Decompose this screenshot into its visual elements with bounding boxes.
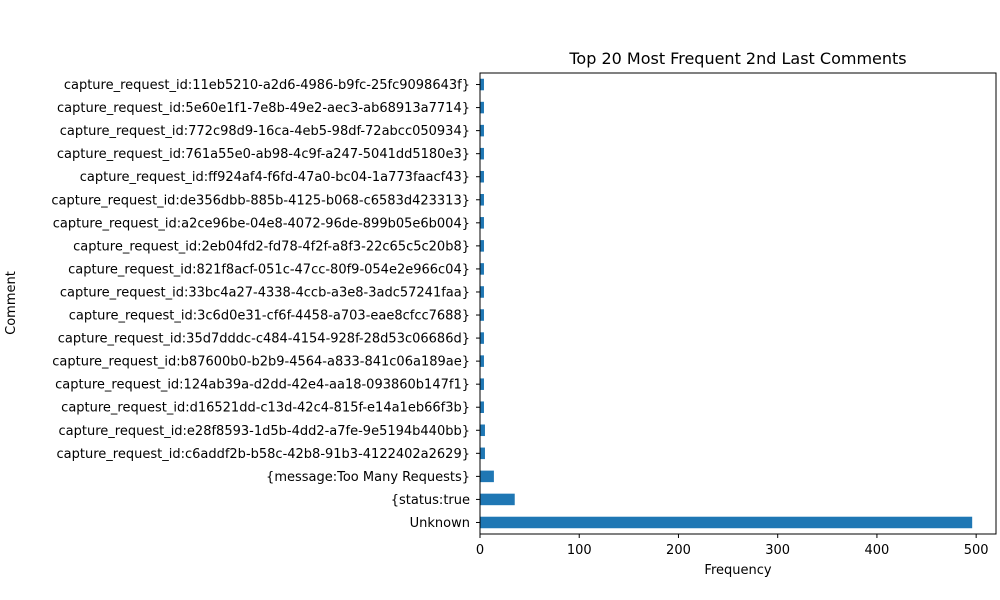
- y-tick-label: capture_request_id:35d7dddc-c484-4154-92…: [58, 332, 470, 347]
- x-tick-label: 100: [567, 543, 592, 558]
- bar: [480, 424, 485, 437]
- x-tick-label: 200: [666, 543, 691, 558]
- y-tick-label: {message:Too Many Requests}: [266, 470, 470, 485]
- bar: [480, 240, 484, 252]
- bar: [480, 217, 484, 229]
- bar: [480, 470, 494, 483]
- bar: [480, 147, 484, 160]
- x-tick-group: 0 100 200 300 400 500: [476, 534, 989, 558]
- x-tick-label: 400: [865, 543, 890, 558]
- bar: [480, 516, 973, 529]
- y-tick-label: capture_request_id:772c98d9-16ca-4eb5-98…: [60, 124, 470, 139]
- bar: [480, 194, 484, 206]
- y-tick-label: capture_request_id:c6addf2b-b58c-42b8-91…: [57, 447, 470, 462]
- bar: [480, 309, 484, 321]
- bar: [480, 124, 484, 137]
- y-tick-label: capture_request_id:761a55e0-ab98-4c9f-a2…: [57, 147, 470, 162]
- bar: [480, 355, 484, 367]
- chart-title: Top 20 Most Frequent 2nd Last Comments: [568, 49, 906, 68]
- bar: [480, 401, 484, 413]
- y-tick-label: capture_request_id:d16521dd-c13d-42c4-81…: [61, 401, 470, 416]
- bar: [480, 78, 484, 91]
- bar: [480, 101, 484, 114]
- y-tick-label: capture_request_id:2eb04fd2-fd78-4f2f-a8…: [73, 239, 470, 254]
- bar: [480, 493, 515, 506]
- y-tick-label: Unknown: [410, 516, 470, 531]
- bar-group: [480, 78, 973, 529]
- bar: [480, 447, 485, 460]
- y-tick-label: capture_request_id:821f8acf-051c-47cc-80…: [68, 262, 470, 277]
- y-tick-label: capture_request_id:5e60e1f1-7e8b-49e2-ae…: [57, 101, 470, 116]
- x-tick-label: 500: [964, 543, 989, 558]
- bar: [480, 170, 484, 183]
- bar: [480, 286, 484, 298]
- y-tick-label: capture_request_id:ff924af4-f6fd-47a0-bc…: [80, 170, 470, 185]
- y-tick-group: Unknown {status:true {message:Too Many Req…: [51, 78, 480, 531]
- x-tick-label: 0: [476, 543, 484, 558]
- y-tick-label: capture_request_id:de356dbb-885b-4125-b0…: [51, 193, 470, 208]
- bar: [480, 263, 484, 275]
- y-tick-label: capture_request_id:e28f8593-1d5b-4dd2-a7…: [59, 424, 470, 439]
- y-axis-label: Comment: [4, 271, 19, 335]
- y-tick-label: capture_request_id:124ab39a-d2dd-42e4-aa…: [55, 378, 470, 393]
- x-tick-label: 300: [765, 543, 790, 558]
- y-tick-label: capture_request_id:11eb5210-a2d6-4986-b9…: [64, 78, 470, 93]
- y-tick-label: capture_request_id:33bc4a27-4338-4ccb-a3…: [60, 285, 470, 300]
- x-axis-label: Frequency: [704, 563, 771, 578]
- y-tick-label: {status:true: [391, 493, 470, 508]
- bar: [480, 378, 484, 390]
- y-tick-label: capture_request_id:a2ce96be-04e8-4072-96…: [53, 216, 470, 231]
- y-tick-label: capture_request_id:b87600b0-b2b9-4564-a8…: [52, 355, 470, 370]
- bar: [480, 332, 484, 344]
- plot-frame: [479, 72, 997, 535]
- y-tick-label: capture_request_id:3c6d0e31-cf6f-4458-a7…: [69, 309, 470, 324]
